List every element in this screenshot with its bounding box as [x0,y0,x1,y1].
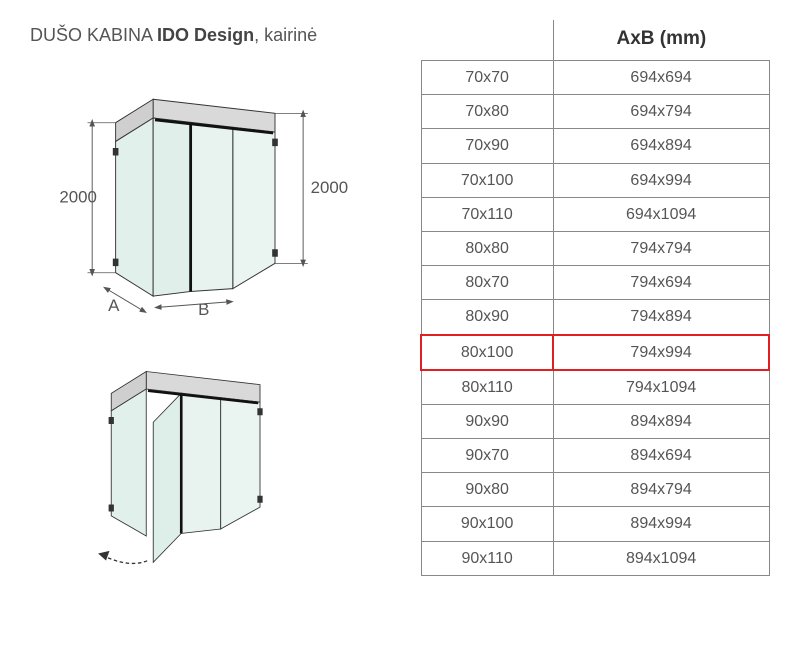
cell-actual: 894x894 [553,404,769,438]
cell-actual: 794x894 [553,300,769,335]
cell-actual: 794x794 [553,231,769,265]
table-header-main: AxB (mm) [553,20,769,61]
table-row: 80x100794x994 [421,335,769,370]
table-row: 80x110794x1094 [421,370,769,405]
title-prefix: DUŠO KABINA [30,25,157,45]
cell-nominal: 80x70 [421,266,553,300]
table-header-spacer [421,20,553,61]
table-row: 70x110694x1094 [421,197,769,231]
shower-closed-svg: 2000 2000 A B [50,71,350,315]
right-height-label: 2000 [311,178,349,197]
cell-nominal: 70x100 [421,163,553,197]
cell-actual: 694x894 [553,129,769,163]
cell-actual: 794x994 [553,335,769,370]
cell-nominal: 90x100 [421,507,553,541]
cell-actual: 894x1094 [553,541,769,575]
shower-open-svg [50,345,330,573]
diagram-open [50,345,350,573]
dim-b-label: B [198,300,209,315]
cell-actual: 694x794 [553,95,769,129]
cell-nominal: 70x110 [421,197,553,231]
table-row: 70x70694x694 [421,61,769,95]
title-brand: IDO Design [157,25,254,45]
cell-nominal: 70x80 [421,95,553,129]
cell-nominal: 80x90 [421,300,553,335]
table-row: 80x80794x794 [421,231,769,265]
cell-nominal: 70x90 [421,129,553,163]
table-row: 90x100894x994 [421,507,769,541]
cell-actual: 694x694 [553,61,769,95]
cell-nominal: 80x100 [421,335,553,370]
cell-actual: 894x794 [553,473,769,507]
cell-actual: 894x694 [553,439,769,473]
table-row: 90x70894x694 [421,439,769,473]
title-suffix: , kairinė [254,25,317,45]
cell-nominal: 90x90 [421,404,553,438]
page-title: DUŠO KABINA IDO Design, kairinė [30,25,390,46]
table-row: 70x90694x894 [421,129,769,163]
table-row: 90x110894x1094 [421,541,769,575]
cell-actual: 694x1094 [553,197,769,231]
cell-nominal: 90x110 [421,541,553,575]
cell-nominal: 80x110 [421,370,553,405]
cell-actual: 694x994 [553,163,769,197]
table-row: 90x80894x794 [421,473,769,507]
table-row: 80x90794x894 [421,300,769,335]
diagram-closed: 2000 2000 A B [50,71,350,315]
table-row: 70x100694x994 [421,163,769,197]
cell-actual: 794x694 [553,266,769,300]
left-height-label: 2000 [59,187,97,206]
table-row: 80x70794x694 [421,266,769,300]
dim-a-label: A [108,296,120,315]
table-row: 70x80694x794 [421,95,769,129]
cell-actual: 894x994 [553,507,769,541]
cell-nominal: 90x80 [421,473,553,507]
cell-actual: 794x1094 [553,370,769,405]
cell-nominal: 90x70 [421,439,553,473]
dimensions-table: AxB (mm) 70x70694x69470x80694x79470x9069… [420,20,770,576]
table-row: 90x90894x894 [421,404,769,438]
cell-nominal: 70x70 [421,61,553,95]
cell-nominal: 80x80 [421,231,553,265]
